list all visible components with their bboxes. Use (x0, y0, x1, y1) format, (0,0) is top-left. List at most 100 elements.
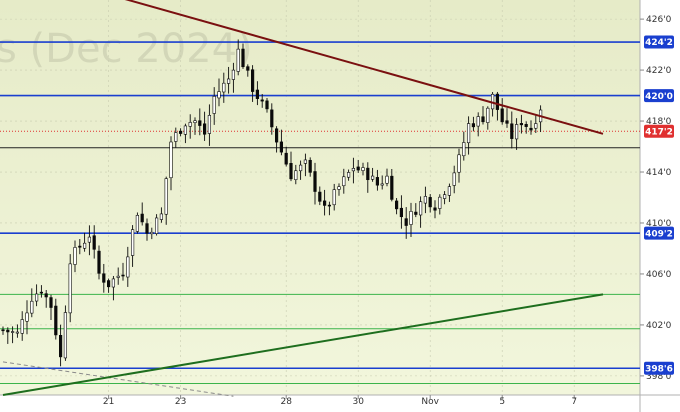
trendline (124, 0, 604, 135)
candle-body (486, 107, 490, 123)
candle-body (476, 116, 480, 127)
candle-body (500, 108, 504, 123)
candle-body (346, 172, 351, 178)
candle-body (251, 69, 255, 92)
candle-body (198, 120, 202, 126)
grid-layer (0, 0, 640, 395)
candle-body (471, 123, 476, 128)
candle-body (39, 291, 43, 294)
candle-body (169, 141, 173, 179)
candle-body (164, 178, 168, 215)
trendline (2, 293, 604, 396)
candle-body (337, 186, 341, 190)
candle-body (366, 167, 370, 181)
candle-body (265, 100, 269, 110)
candle-body (1, 329, 5, 332)
candle-body (318, 191, 322, 202)
candle-body (150, 231, 154, 235)
candle-body (332, 189, 336, 206)
y-tick-label: 406'0 (646, 270, 672, 280)
candle-body (131, 229, 135, 256)
price-level-badge (644, 361, 674, 375)
candle-body (174, 132, 178, 142)
candle-body (390, 175, 394, 200)
candle-body (495, 93, 500, 110)
x-tick-label: 7 (571, 397, 577, 407)
candle-body (30, 300, 34, 314)
candle-body (44, 293, 48, 298)
candle-body (447, 186, 452, 196)
candle-body (155, 217, 159, 234)
price-level-badge-label: 398'6 (645, 364, 673, 374)
candle-body (442, 194, 447, 199)
price-level-badge-label: 424'2 (645, 38, 673, 48)
y-tick-label: 398'0 (646, 372, 672, 382)
candle-body (510, 123, 514, 139)
candle-body (217, 91, 221, 99)
candle-body (54, 305, 58, 336)
candle-body (126, 256, 130, 278)
candle-body (63, 312, 67, 359)
candle-body (370, 175, 375, 180)
candle-body (78, 245, 82, 248)
candle-body (241, 48, 245, 68)
trend-layer (2, 0, 604, 397)
candle-body (25, 312, 29, 322)
candle-body (73, 247, 77, 265)
candle-body (438, 196, 442, 209)
candle-body (135, 215, 140, 232)
y-axis-panel (640, 0, 680, 412)
candle-body (385, 175, 389, 184)
candle-body (423, 196, 428, 204)
candle-body (270, 109, 274, 128)
candle-body (11, 331, 15, 333)
candle-body (183, 125, 188, 135)
y-tick-label: 402'0 (646, 321, 672, 331)
y-tick-label: 426'0 (646, 15, 672, 25)
candle-body (212, 96, 216, 114)
candle-body (466, 123, 471, 144)
candle-body (529, 127, 533, 131)
x-tick-label: 28 (280, 397, 292, 407)
candle-body (351, 168, 356, 172)
y-tick-label: 418'0 (646, 117, 672, 127)
candle-body (433, 207, 437, 211)
candle-body (394, 200, 399, 210)
candle-body (145, 223, 149, 234)
candle-body (308, 159, 312, 173)
candle-body (414, 211, 418, 215)
candle-body (284, 152, 288, 165)
candle-body (231, 69, 236, 80)
candle-body (519, 123, 523, 126)
candle-body (342, 176, 346, 187)
current-price-badge (644, 124, 674, 138)
current-price-badge-label: 417'2 (645, 127, 673, 137)
price-level-badge (644, 226, 674, 240)
candle-body (222, 82, 226, 93)
candle-body (236, 48, 240, 72)
candle-layer (1, 39, 543, 367)
y-tick-label: 410'0 (646, 219, 672, 229)
candle-body (399, 207, 404, 218)
candle-body (294, 170, 298, 180)
candle-body (279, 141, 284, 153)
candle-body (246, 66, 250, 71)
candle-body (274, 128, 279, 143)
candle-body (418, 201, 423, 216)
x-tick-label: 30 (352, 397, 364, 407)
candle-body (322, 200, 327, 206)
candle-body (356, 166, 360, 171)
candle-body (457, 154, 461, 173)
price-level-badge (644, 35, 674, 49)
candle-body (193, 120, 197, 123)
candle-body (298, 164, 303, 172)
candle-body (327, 204, 332, 207)
candle-body (303, 159, 308, 164)
candle-body (409, 211, 413, 225)
candle-body (111, 278, 115, 288)
y-tick-label: 414'0 (646, 168, 672, 178)
candle-body (203, 123, 207, 135)
price-level-badge-label: 420'0 (645, 92, 673, 102)
candle-body (534, 123, 538, 129)
